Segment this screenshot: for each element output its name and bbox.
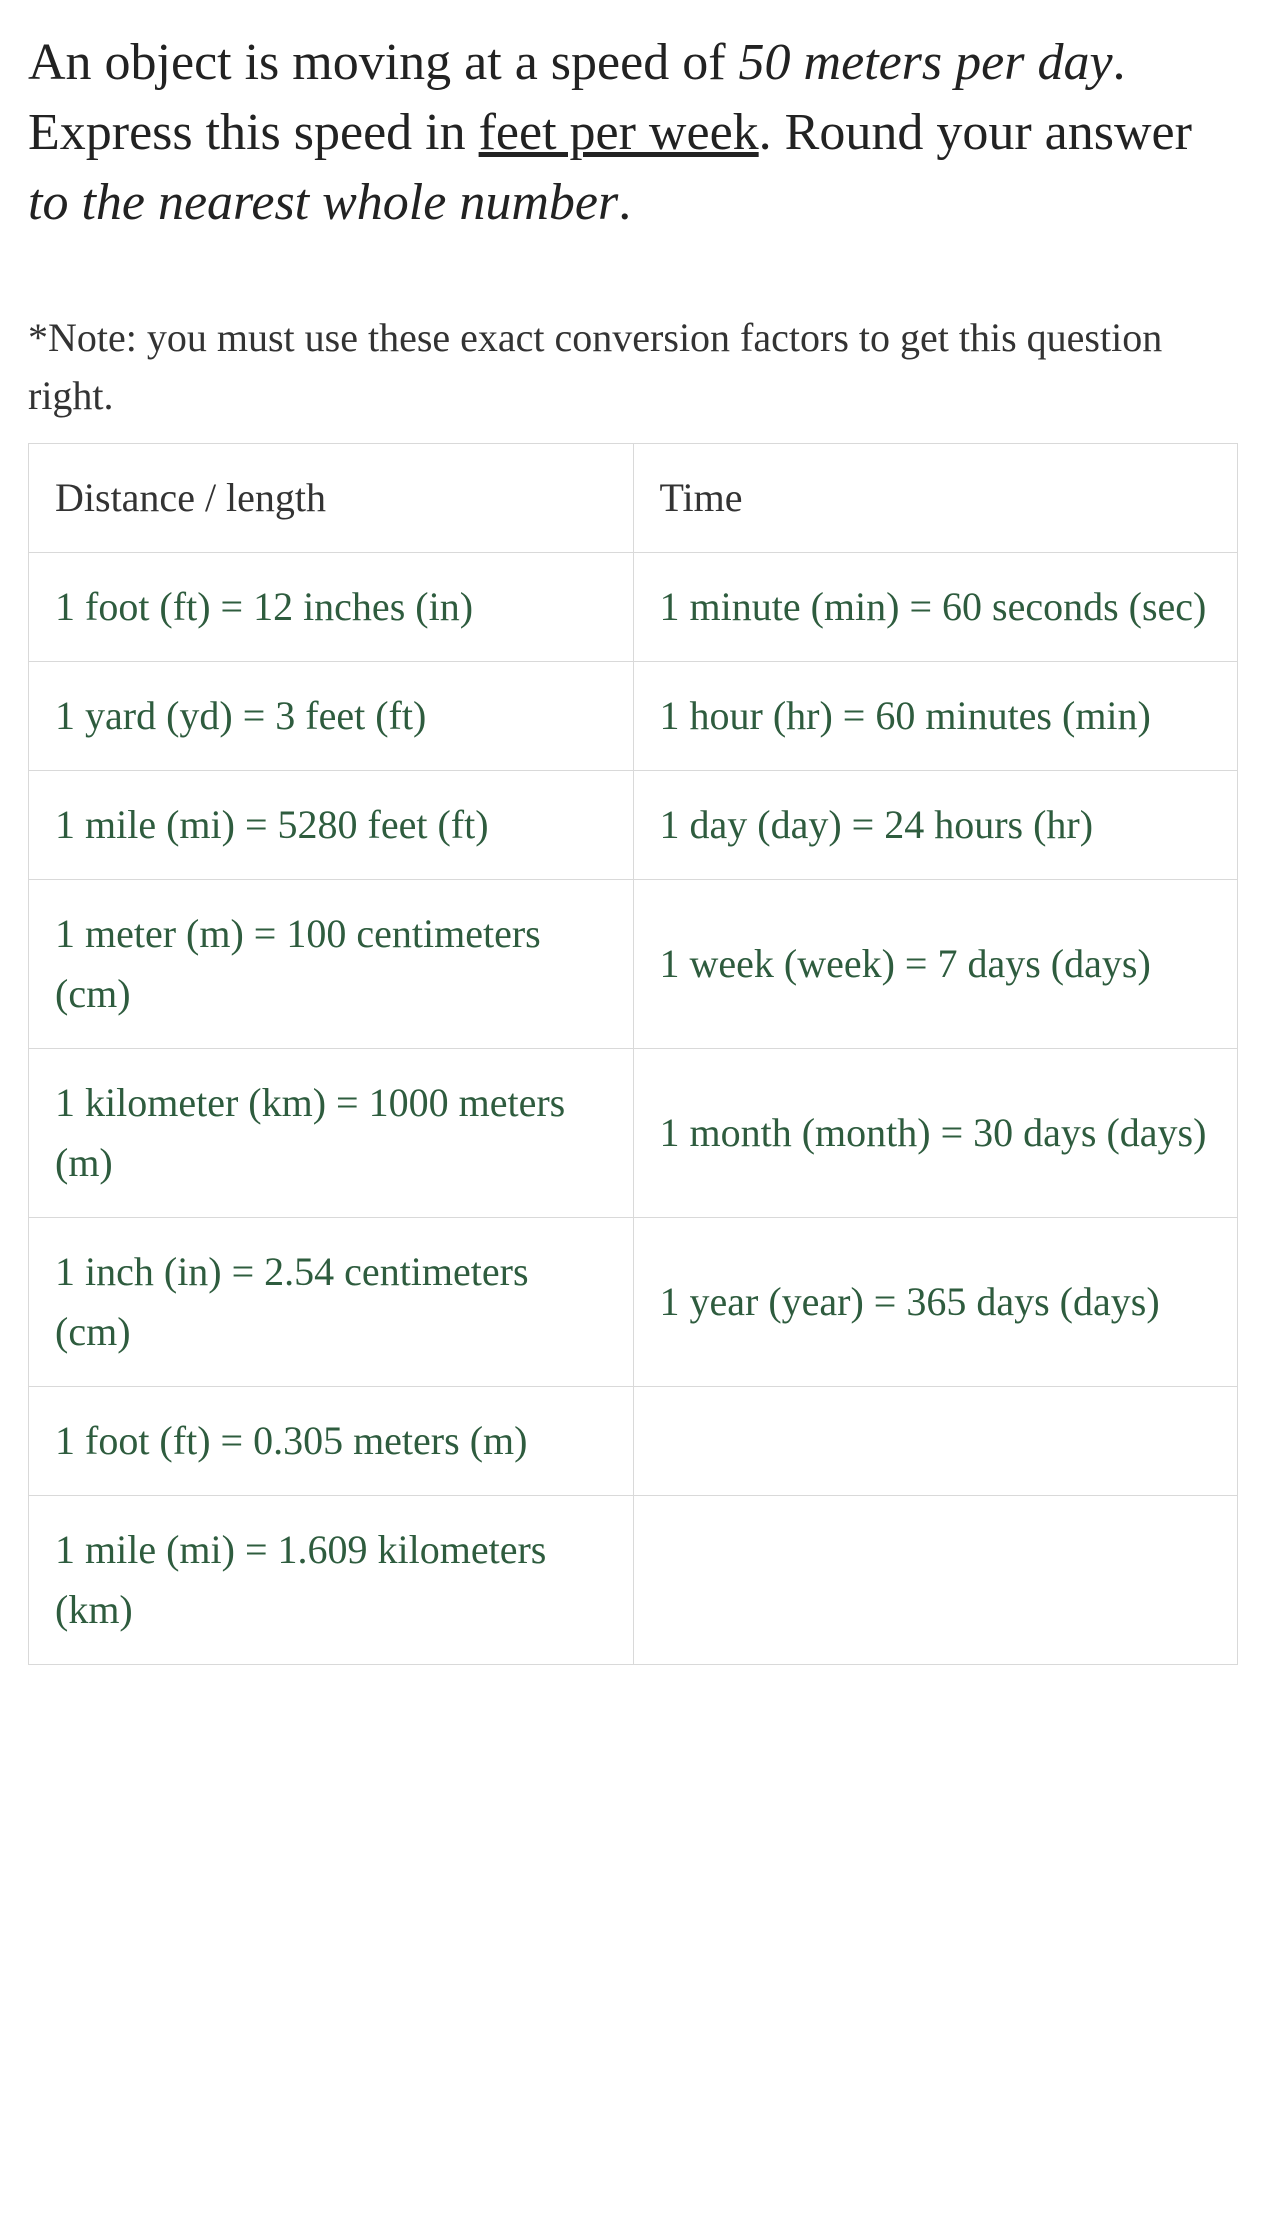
- time-cell: 1 day (day) = 24 hours (hr): [633, 770, 1238, 879]
- time-cell: 1 year (year) = 365 days (days): [633, 1217, 1238, 1386]
- table-row: 1 foot (ft) = 0.305 meters (m): [29, 1386, 1238, 1495]
- table-row: 1 yard (yd) = 3 feet (ft) 1 hour (hr) = …: [29, 661, 1238, 770]
- distance-cell: 1 foot (ft) = 0.305 meters (m): [29, 1386, 634, 1495]
- time-cell: [633, 1386, 1238, 1495]
- distance-cell: 1 mile (mi) = 1.609 kilometers (km): [29, 1495, 634, 1664]
- distance-cell: 1 yard (yd) = 3 feet (ft): [29, 661, 634, 770]
- time-cell: 1 hour (hr) = 60 minutes (min): [633, 661, 1238, 770]
- table-row: 1 mile (mi) = 1.609 kilometers (km): [29, 1495, 1238, 1664]
- table-row: 1 inch (in) = 2.54 centimeters (cm) 1 ye…: [29, 1217, 1238, 1386]
- distance-cell: 1 meter (m) = 100 centimeters (cm): [29, 879, 634, 1048]
- table-row: 1 foot (ft) = 12 inches (in) 1 minute (m…: [29, 552, 1238, 661]
- question-target-unit: feet per week: [479, 104, 759, 161]
- question-text: An object is moving at a speed of 50 met…: [28, 28, 1238, 239]
- question-part: . Round your answer: [759, 104, 1192, 161]
- question-part: An object is moving at a speed of: [28, 34, 739, 91]
- time-cell: 1 month (month) = 30 days (days): [633, 1048, 1238, 1217]
- time-cell: 1 week (week) = 7 days (days): [633, 879, 1238, 1048]
- table-row: 1 mile (mi) = 5280 feet (ft) 1 day (day)…: [29, 770, 1238, 879]
- time-cell: [633, 1495, 1238, 1664]
- distance-cell: 1 inch (in) = 2.54 centimeters (cm): [29, 1217, 634, 1386]
- table-header-row: Distance / length Time: [29, 443, 1238, 552]
- time-cell: 1 minute (min) = 60 seconds (sec): [633, 552, 1238, 661]
- distance-cell: 1 kilometer (km) = 1000 meters (m): [29, 1048, 634, 1217]
- question-speed: 50 meters per day: [739, 34, 1113, 91]
- header-time: Time: [633, 443, 1238, 552]
- distance-cell: 1 foot (ft) = 12 inches (in): [29, 552, 634, 661]
- conversion-table: Distance / length Time 1 foot (ft) = 12 …: [28, 443, 1238, 1665]
- distance-cell: 1 mile (mi) = 5280 feet (ft): [29, 770, 634, 879]
- table-row: 1 meter (m) = 100 centimeters (cm) 1 wee…: [29, 879, 1238, 1048]
- question-round: to the nearest whole number: [28, 174, 618, 231]
- question-part: .: [618, 174, 631, 231]
- table-row: 1 kilometer (km) = 1000 meters (m) 1 mon…: [29, 1048, 1238, 1217]
- header-distance: Distance / length: [29, 443, 634, 552]
- conversion-note: *Note: you must use these exact conversi…: [28, 309, 1238, 425]
